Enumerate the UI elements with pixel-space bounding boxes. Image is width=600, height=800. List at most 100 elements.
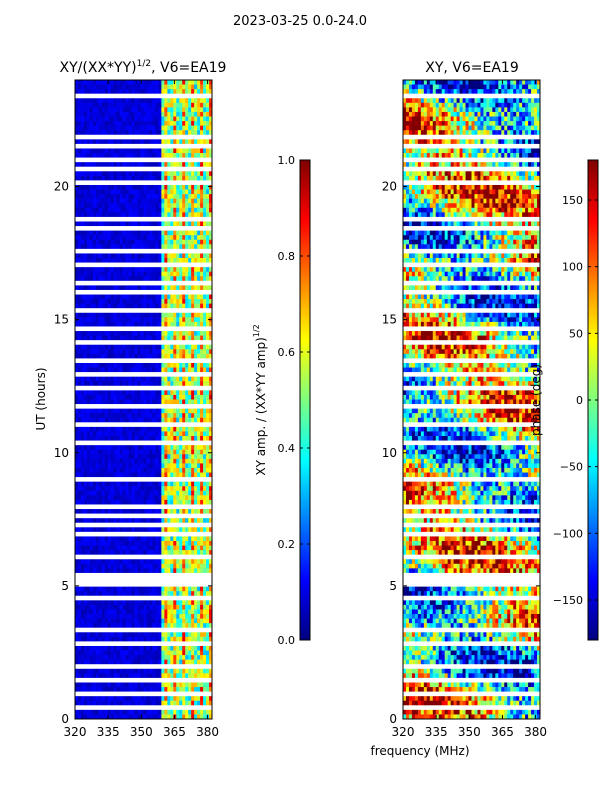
heatmap-cell bbox=[128, 235, 132, 241]
heatmap-cell bbox=[188, 449, 192, 455]
heatmap-cell bbox=[137, 189, 141, 195]
heatmap-cell bbox=[155, 563, 159, 569]
heatmap-cell bbox=[185, 271, 189, 277]
heatmap-cell bbox=[143, 175, 147, 181]
heatmap-cell bbox=[209, 504, 213, 510]
heatmap-cell bbox=[194, 540, 198, 546]
heatmap-cell bbox=[95, 189, 100, 195]
heatmap-cell bbox=[149, 385, 153, 391]
heatmap-cell bbox=[92, 303, 97, 309]
heatmap-cell bbox=[131, 536, 135, 542]
heatmap-cell bbox=[131, 153, 135, 158]
heatmap-cell bbox=[128, 175, 132, 181]
heatmap-cell bbox=[77, 509, 82, 514]
heatmap-cell bbox=[182, 536, 186, 542]
heatmap-cell bbox=[128, 527, 132, 533]
heatmap-cell bbox=[167, 207, 171, 213]
heatmap-cell bbox=[167, 230, 171, 236]
heatmap-cell bbox=[119, 340, 124, 346]
heatmap-cell bbox=[137, 221, 141, 227]
heatmap-cell bbox=[95, 166, 100, 172]
heatmap-cell bbox=[182, 481, 186, 487]
heatmap-cell bbox=[98, 111, 103, 117]
heatmap-cell bbox=[134, 563, 138, 569]
heatmap-cell bbox=[152, 312, 156, 318]
heatmap-cell bbox=[167, 116, 171, 122]
heatmap-cell bbox=[170, 116, 174, 122]
heatmap-cell bbox=[185, 280, 189, 286]
heatmap-cell bbox=[125, 276, 130, 282]
heatmap-cell bbox=[209, 194, 213, 200]
heatmap-cell bbox=[98, 230, 103, 236]
heatmap-cell bbox=[128, 107, 132, 113]
heatmap-cell bbox=[140, 271, 144, 277]
heatmap-cell bbox=[173, 490, 177, 496]
heatmap-cell bbox=[98, 481, 103, 487]
heatmap-cell bbox=[92, 317, 97, 323]
heatmap-cell bbox=[98, 93, 103, 99]
heatmap-cell bbox=[170, 545, 174, 551]
heatmap-cell bbox=[173, 203, 177, 209]
heatmap-cell bbox=[101, 289, 106, 295]
heatmap-cell bbox=[209, 244, 213, 250]
heatmap-cell bbox=[182, 550, 186, 556]
heatmap-cell bbox=[95, 153, 100, 158]
heatmap-cell bbox=[170, 417, 174, 423]
heatmap-cell bbox=[146, 550, 150, 556]
heatmap-cell bbox=[194, 267, 198, 273]
heatmap-cell bbox=[179, 321, 183, 327]
heatmap-cell bbox=[140, 239, 144, 245]
heatmap-cell bbox=[173, 449, 177, 455]
heatmap-cell bbox=[194, 349, 198, 355]
heatmap-cell bbox=[110, 422, 115, 428]
heatmap-cell bbox=[101, 93, 106, 99]
heatmap-cell bbox=[140, 111, 144, 117]
heatmap-cell bbox=[173, 248, 177, 254]
heatmap-cell bbox=[188, 467, 192, 473]
heatmap-cell bbox=[131, 239, 135, 245]
heatmap-cell bbox=[146, 153, 150, 158]
heatmap-cell bbox=[152, 116, 156, 122]
heatmap-cell bbox=[197, 212, 201, 218]
heatmap-cell bbox=[107, 527, 112, 533]
heatmap-cell bbox=[83, 394, 88, 400]
heatmap-cell bbox=[182, 394, 186, 400]
heatmap-cell bbox=[197, 390, 201, 396]
heatmap-cell bbox=[116, 121, 121, 127]
heatmap-cell bbox=[95, 463, 100, 469]
heatmap-cell bbox=[80, 417, 85, 423]
heatmap-cell bbox=[176, 239, 180, 245]
heatmap-cell bbox=[110, 390, 115, 396]
heatmap-cell bbox=[155, 550, 159, 556]
heatmap-cell bbox=[107, 404, 112, 410]
heatmap-cell bbox=[206, 399, 210, 405]
heatmap-cell bbox=[89, 335, 94, 341]
heatmap-cell bbox=[179, 107, 183, 113]
heatmap-cell bbox=[191, 385, 195, 391]
heatmap-cell bbox=[98, 157, 103, 163]
heatmap-cell bbox=[158, 102, 162, 108]
heatmap-cell bbox=[155, 554, 159, 560]
heatmap-cell bbox=[161, 321, 165, 327]
heatmap-cell bbox=[203, 522, 207, 528]
heatmap-cell bbox=[116, 509, 121, 514]
heatmap-cell bbox=[92, 458, 97, 464]
heatmap-cell bbox=[200, 130, 204, 136]
heatmap-cell bbox=[155, 449, 159, 455]
heatmap-cell bbox=[143, 221, 147, 227]
heatmap-cell bbox=[86, 294, 91, 300]
heatmap-cell bbox=[119, 248, 124, 254]
heatmap-cell bbox=[176, 381, 180, 387]
heatmap-cell bbox=[125, 207, 130, 213]
heatmap-cell bbox=[206, 189, 210, 195]
heatmap-cell bbox=[155, 408, 159, 414]
heatmap-cell bbox=[122, 125, 127, 131]
heatmap-cell bbox=[83, 326, 88, 332]
heatmap-cell bbox=[182, 212, 186, 218]
heatmap-cell bbox=[149, 203, 153, 209]
heatmap-cell bbox=[182, 148, 186, 154]
heatmap-cell bbox=[83, 321, 88, 327]
heatmap-cell bbox=[80, 545, 85, 551]
heatmap-cell bbox=[116, 308, 121, 314]
heatmap-cell bbox=[110, 262, 115, 268]
